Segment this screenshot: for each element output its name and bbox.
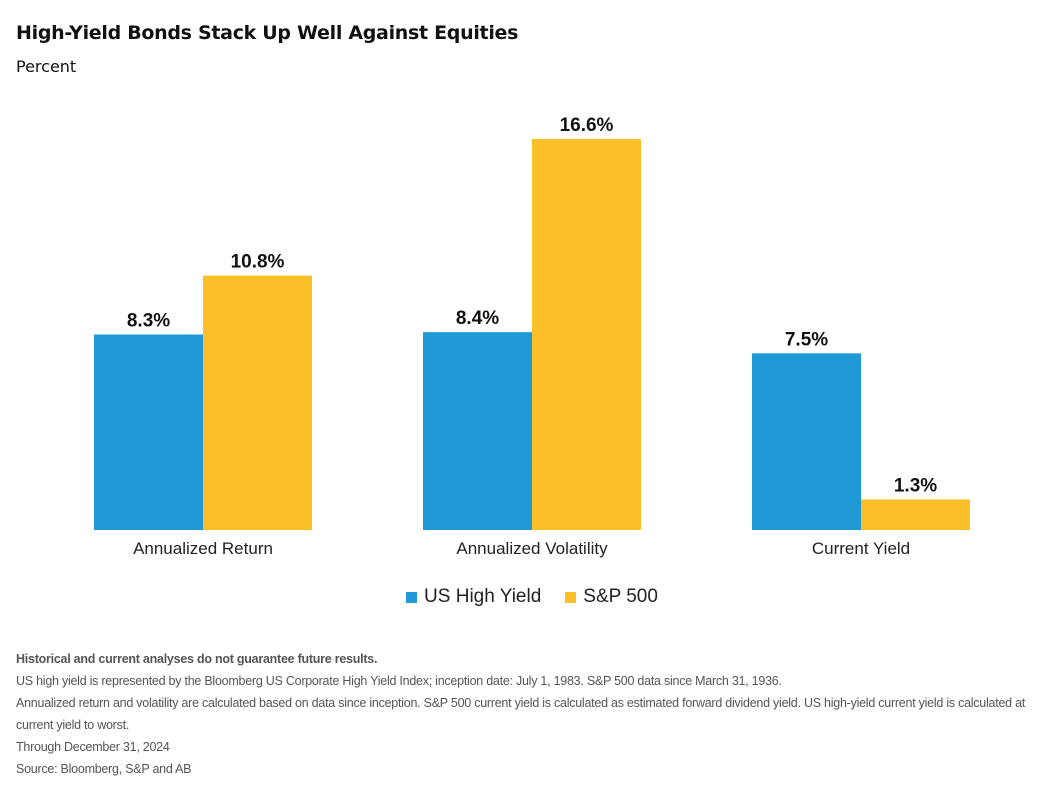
legend: US High Yield S&P 500	[0, 586, 1064, 608]
legend-swatch-us-high-yield	[406, 591, 418, 603]
bar-sp-500-annualized-return	[203, 275, 312, 530]
index-note: US high yield is represented by the Bloo…	[16, 674, 782, 688]
legend-label-us-high-yield: US High Yield	[424, 586, 542, 607]
legend-label-sp500: S&P 500	[583, 586, 658, 607]
data-label-sp-500-annualized-return: 10.8%	[231, 252, 285, 273]
category-label-current-yield: Current Yield	[812, 539, 910, 558]
data-label-us-high-yield-annualized-return: 8.3%	[127, 311, 170, 332]
disclaimer-note: Historical and current analyses do not g…	[16, 652, 378, 666]
data-label-sp-500-current-yield: 1.3%	[894, 475, 937, 496]
bar-us-high-yield-annualized-return	[94, 334, 203, 530]
data-label-us-high-yield-annualized-volatility: 8.4%	[456, 308, 499, 329]
legend-item-us-high-yield: US High Yield	[406, 586, 541, 608]
methodology-note: Annualized return and volatility are cal…	[16, 696, 1026, 732]
date-note: Through December 31, 2024	[16, 740, 170, 754]
bar-us-high-yield-current-yield	[752, 353, 861, 530]
chart-subtitle: Percent	[16, 57, 77, 76]
bar-chart: 8.3% 10.8% Annualized Return 8.4% 16.6% Annua…	[94, 115, 970, 558]
source-note: Source: Bloomberg, S&P and AB	[16, 762, 192, 776]
legend-swatch-sp500	[565, 591, 577, 603]
bar-sp-500-annualized-volatility	[532, 139, 641, 530]
bar-us-high-yield-annualized-volatility	[423, 332, 532, 530]
chart-title: High-Yield Bonds Stack Up Well Against E…	[16, 22, 519, 44]
data-label-sp-500-annualized-volatility: 16.6%	[560, 115, 614, 136]
category-label-annualized-return: Annualized Return	[133, 539, 273, 558]
footnotes: Historical and current analyses do not g…	[16, 648, 1051, 780]
data-label-us-high-yield-current-yield: 7.5%	[785, 329, 828, 350]
bar-sp-500-current-yield	[861, 499, 970, 530]
category-label-annualized-volatility: Annualized Volatility	[456, 539, 608, 558]
legend-item-sp500: S&P 500	[565, 586, 658, 608]
